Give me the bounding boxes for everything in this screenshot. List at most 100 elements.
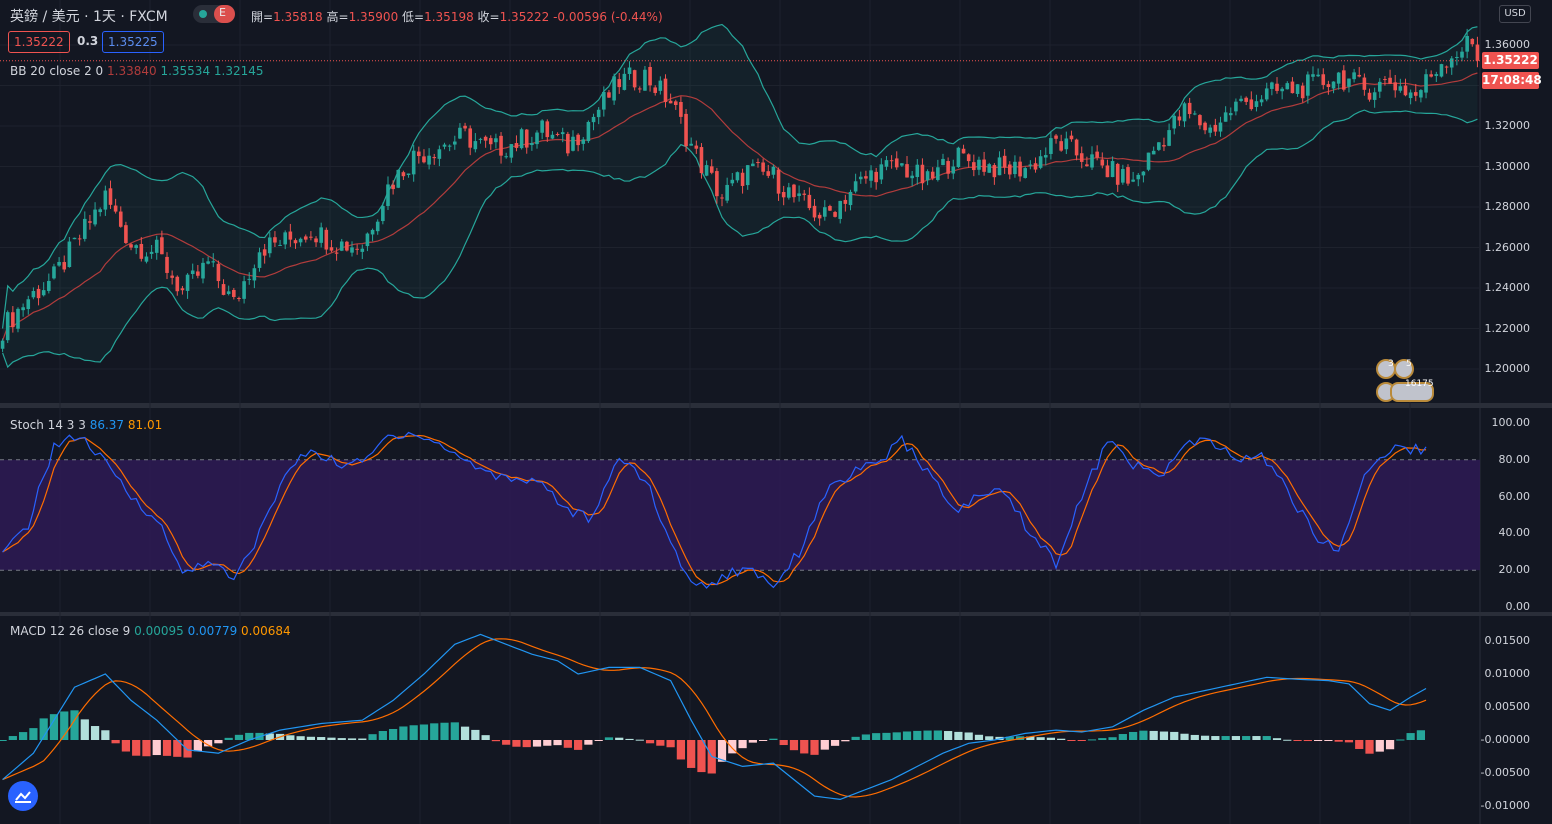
buy-button[interactable]: 1.35225 xyxy=(102,31,164,53)
candle-body xyxy=(365,233,370,247)
macd-histogram-bar xyxy=(697,740,706,773)
stoch-axis-label: 100.00 xyxy=(1491,416,1531,429)
candle-body xyxy=(560,132,565,135)
stoch-legend[interactable]: Stoch 14 3 3 86.37 81.01 xyxy=(10,418,162,432)
candle-body xyxy=(82,218,87,239)
macd-legend-signal: 0.00684 xyxy=(241,624,291,638)
macd-histogram-bar xyxy=(214,740,223,744)
candle-body xyxy=(869,170,873,181)
stoch-legend-d: 81.01 xyxy=(127,418,163,432)
candle-body xyxy=(1141,171,1146,176)
candle-body xyxy=(494,138,498,143)
event-count-b: 5 xyxy=(1406,359,1412,369)
bb-lower-line xyxy=(2,109,1478,369)
candle-body xyxy=(612,76,616,101)
us-events-group[interactable] xyxy=(1390,382,1434,402)
macd-histogram-bar xyxy=(183,740,192,758)
candle-body xyxy=(709,166,714,173)
macd-axis-label: 0.01000 xyxy=(1484,667,1531,680)
macd-histogram-bar xyxy=(296,736,305,740)
candle-body xyxy=(432,157,437,159)
macd-histogram-bar xyxy=(1180,733,1189,740)
candle-body xyxy=(550,134,555,139)
candle-body xyxy=(1182,103,1187,122)
candle-body xyxy=(1244,97,1248,102)
bb-band-fill xyxy=(2,24,1478,368)
macd-histogram-bar xyxy=(389,728,398,740)
economic-events[interactable]: 3 5 16175 xyxy=(1374,357,1434,403)
candle-body xyxy=(196,271,200,276)
candle-body xyxy=(406,173,411,176)
candle-body xyxy=(1157,142,1161,150)
candle-body xyxy=(288,231,293,240)
macd-legend-name: MACD 12 26 close 9 xyxy=(10,624,131,638)
candle-body xyxy=(1090,154,1094,168)
currency-box[interactable]: USD xyxy=(1499,5,1531,23)
bb-legend[interactable]: BB 20 close 2 0 1.33840 1.35534 1.32145 xyxy=(10,64,264,78)
macd-histogram-bar xyxy=(512,740,521,747)
macd-histogram-bar xyxy=(1262,736,1271,740)
symbol-title[interactable]: 英鎊 / 美元 · 1天 · FXCM xyxy=(10,9,168,25)
candle-body xyxy=(894,158,899,168)
macd-histogram-bar xyxy=(1221,736,1230,740)
candle-body xyxy=(1306,74,1310,96)
candle-body xyxy=(1419,90,1423,98)
macd-legend-hist: 0.00095 xyxy=(134,624,184,638)
macd-histogram-bar xyxy=(841,740,850,742)
macd-histogram-bar xyxy=(666,740,675,748)
macd-histogram-bar xyxy=(1098,738,1107,740)
macd-histogram-bar xyxy=(152,740,161,756)
candle-body xyxy=(267,237,272,254)
macd-histogram-bar xyxy=(1211,736,1220,740)
candle-body xyxy=(396,169,401,188)
candle-body xyxy=(262,249,267,256)
candle-body xyxy=(1434,74,1439,76)
candle-body xyxy=(833,212,837,217)
macd-histogram-bar xyxy=(162,740,172,756)
candle-body xyxy=(756,162,760,164)
candle-body xyxy=(822,207,827,217)
uk-flag-icon[interactable] xyxy=(1394,359,1414,379)
candle-body xyxy=(1218,122,1223,132)
candle-body xyxy=(838,200,843,219)
candle-body xyxy=(1234,101,1238,112)
candle-body xyxy=(1069,135,1074,140)
price-axis-label: 1.22000 xyxy=(1484,321,1531,335)
earnings-badge[interactable]: E xyxy=(214,5,235,23)
macd-histogram-bar xyxy=(1129,731,1138,740)
macd-histogram-bar xyxy=(90,726,100,740)
candle-body xyxy=(730,179,735,184)
candle-body xyxy=(124,225,128,243)
macd-histogram-bar xyxy=(1231,736,1241,740)
macd-histogram-bar xyxy=(882,732,891,740)
candle-body xyxy=(941,158,945,166)
candle-body xyxy=(1300,85,1305,99)
market-open-dot-icon xyxy=(199,10,207,18)
candle-body xyxy=(1362,77,1367,90)
macd-histogram-bar xyxy=(1046,737,1056,740)
macd-legend[interactable]: MACD 12 26 close 9 0.00095 0.00779 0.006… xyxy=(10,624,291,638)
candle-body xyxy=(828,206,832,211)
stoch-legend-name: Stoch 14 3 3 xyxy=(10,418,86,432)
tradingview-logo-icon[interactable] xyxy=(8,781,38,811)
candle-body xyxy=(190,270,195,274)
candle-body xyxy=(725,184,729,201)
candle-body xyxy=(1429,74,1433,77)
candle-body xyxy=(864,176,868,179)
candle-body xyxy=(478,138,483,140)
earnings-badge-letter: E xyxy=(219,6,226,19)
stoch-axis-label: 0.00 xyxy=(1505,600,1531,613)
candle-body xyxy=(180,288,185,291)
macd-histogram-bar xyxy=(29,728,38,740)
candle-body xyxy=(134,245,138,249)
candle-body xyxy=(514,143,519,148)
high-value: 1.35900 xyxy=(348,10,399,24)
candle-body xyxy=(1342,70,1346,90)
candle-body xyxy=(1074,139,1079,156)
candle-body xyxy=(1198,115,1202,126)
sell-button[interactable]: 1.35222 xyxy=(8,31,70,53)
candle-body xyxy=(1059,141,1063,151)
candle-body xyxy=(977,159,981,170)
